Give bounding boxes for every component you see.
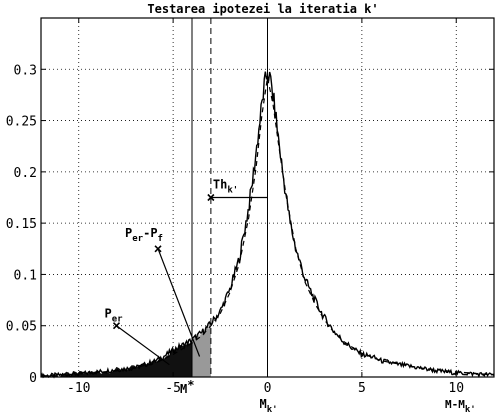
tick-layer: -10 -5 0 5 10 0 0.05 0.1 0.15 0.2 0.25 0.3 (6, 18, 494, 396)
annotation-label-mstar: M* (180, 378, 194, 396)
annotation-marker (112, 322, 121, 330)
y-tick-label: 0 (29, 371, 37, 386)
y-tick-label: 0.05 (6, 320, 37, 335)
y-tick-label: 0.2 (14, 166, 37, 181)
x-tick-label: 0 (264, 381, 272, 396)
svg-text:M-Mk': M-Mk' (445, 398, 476, 415)
x-tick-label: 5 (358, 381, 366, 396)
annotation-label-th: Thk' (213, 178, 238, 196)
shaded-region (41, 342, 192, 377)
annotation-label-mk: Mk' (260, 397, 278, 415)
x-tick-label: -10 (67, 381, 90, 396)
x-axis-label: M-Mk' (445, 398, 476, 415)
annotation-marker (207, 193, 215, 202)
y-tick-label: 0.25 (6, 115, 37, 130)
chart-title: Testarea ipotezei la iteratia k' (147, 2, 378, 16)
series-layer (40, 71, 495, 379)
y-tick-label: 0.1 (14, 268, 37, 283)
y-tick-label: 0.3 (14, 63, 37, 78)
x-tick-label: -5 (165, 381, 181, 396)
shaded-regions (41, 321, 211, 377)
annotation-label-per: Per (105, 307, 124, 325)
annotations-layer: Per Per-Pf Thk' M* Mk' (105, 178, 278, 415)
x-tick-label: 10 (448, 381, 464, 396)
annotation-leader (116, 325, 170, 366)
annotation-label-per-pf: Per-Pf (125, 226, 163, 244)
annotation-leader (157, 248, 201, 357)
annotation-marker (154, 245, 162, 253)
y-tick-label: 0.15 (6, 217, 37, 232)
shaded-region (192, 321, 211, 377)
